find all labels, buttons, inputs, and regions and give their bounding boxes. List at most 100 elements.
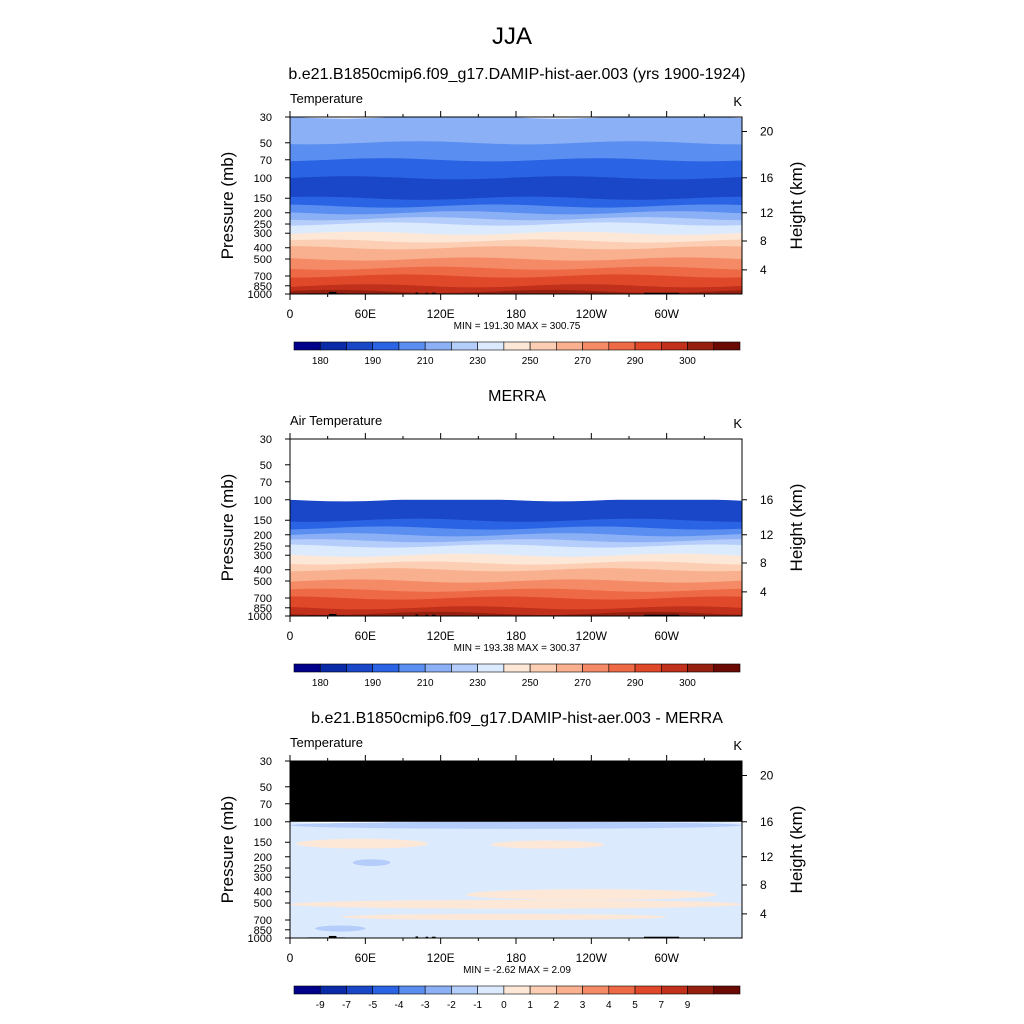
colorbar-box [713,985,741,995]
colorbar-label: -4 [394,1000,403,1011]
colorbar-box [319,985,347,995]
y-tick-label: 200 [254,208,272,220]
colorbar-box [687,985,715,995]
y-tick-label: 50 [260,138,272,150]
y-tick-label: 700 [254,593,272,605]
units-label: K [733,94,742,109]
colorbar-label: -1 [473,1000,482,1011]
topography [328,291,337,294]
y-tick-label: 500 [254,898,272,910]
colorbar-box [293,985,321,995]
y-axis-title: Pressure (mb) [218,796,237,904]
y-tick-label: 1000 [248,289,272,301]
colorbar-label: 290 [627,678,644,689]
colorbar-box [451,341,478,351]
contour-band [290,596,742,612]
contour-patch [296,838,429,849]
panel-title: b.e21.B1850cmip6.f09_g17.DAMIP-hist-aer.… [288,66,745,83]
stats-label: MIN = 191.30 MAX = 300.75 [454,321,581,332]
y-tick-label: 30 [260,756,272,768]
colorbar-label: 230 [469,356,486,367]
colorbar-box [556,663,583,673]
colorbar-label: -3 [421,1000,430,1011]
colorbar-box [529,985,557,995]
colorbar-label: -7 [342,1000,351,1011]
y-tick-label: 500 [254,254,272,266]
y-tick-label: 300 [254,550,272,562]
colorbar-box [293,663,321,673]
colorbar-box [687,341,715,351]
topography [328,613,337,616]
colorbar-label: 250 [522,678,539,689]
colorbar-box [608,341,636,351]
colorbar-label: 180 [312,678,329,689]
colorbar-box [319,341,347,351]
colorbar-box [398,341,426,351]
x-tick-label: 0 [287,951,294,965]
y-axis-title: Pressure (mb) [218,152,237,260]
topography [425,292,429,294]
x-tick-label: 180 [506,951,526,965]
colorbar-box [608,985,636,995]
topography [644,614,680,616]
stats-label: MIN = 193.38 MAX = 300.37 [454,643,581,654]
y-right-tick-label: 8 [760,234,767,248]
colorbar-label: 300 [679,356,696,367]
contour-band [290,498,742,524]
topography [415,292,419,294]
colorbar-label: 270 [574,678,591,689]
y-axis-right-title: Height (km) [787,162,806,250]
topography [425,614,429,616]
units-label: K [733,416,742,431]
figure-title: JJA [492,23,532,50]
y-tick-label: 300 [254,228,272,240]
colorbar-box [451,663,478,673]
contour-band [290,231,742,245]
colorbar-box [713,663,741,673]
panels: b.e21.B1850cmip6.f09_g17.DAMIP-hist-aer.… [218,66,806,1011]
colorbar-box [424,663,452,673]
y-axis-title: Pressure (mb) [218,474,237,582]
colorbar-box [556,341,583,351]
contour-band [290,289,742,294]
plot-area [290,117,742,294]
colorbar-box [346,663,374,673]
topography [644,936,680,938]
colorbar-box [477,663,505,673]
y-tick-label: 50 [260,782,272,794]
contour-band [290,141,742,164]
x-tick-label: 60E [355,951,376,965]
y-tick-label: 70 [260,155,272,167]
contour-patch [290,899,742,909]
contour-band [290,246,742,263]
contour-band [290,579,742,594]
masked-region [290,439,742,500]
colorbar-box [346,341,374,351]
colorbar-box [529,663,557,673]
colorbar-label: 180 [312,356,329,367]
y-tick-label: 850 [254,925,272,937]
y-tick-label: 150 [254,837,272,849]
colorbar-label: 210 [417,356,434,367]
y-tick-label: 200 [254,530,272,542]
y-tick-label: 100 [254,173,272,185]
colorbar-label: 1 [527,1000,533,1011]
y-right-tick-label: 4 [760,907,767,921]
colorbar-box [372,341,400,351]
y-right-tick-label: 12 [760,528,774,542]
y-tick-label: 1000 [248,611,272,623]
colorbar-box [293,341,321,351]
y-tick-label: 700 [254,271,272,283]
contour-band [290,176,742,202]
y-tick-label: 400 [254,243,272,255]
topography [431,292,436,294]
colorbar-label: 250 [522,356,539,367]
y-right-tick-label: 12 [760,206,774,220]
contour-band [290,568,742,585]
y-tick-label: 70 [260,477,272,489]
y-tick-label: 850 [254,281,272,293]
panel-title: b.e21.B1850cmip6.f09_g17.DAMIP-hist-aer.… [311,710,723,727]
colorbar-box [346,985,374,995]
colorbar-box [372,985,400,995]
